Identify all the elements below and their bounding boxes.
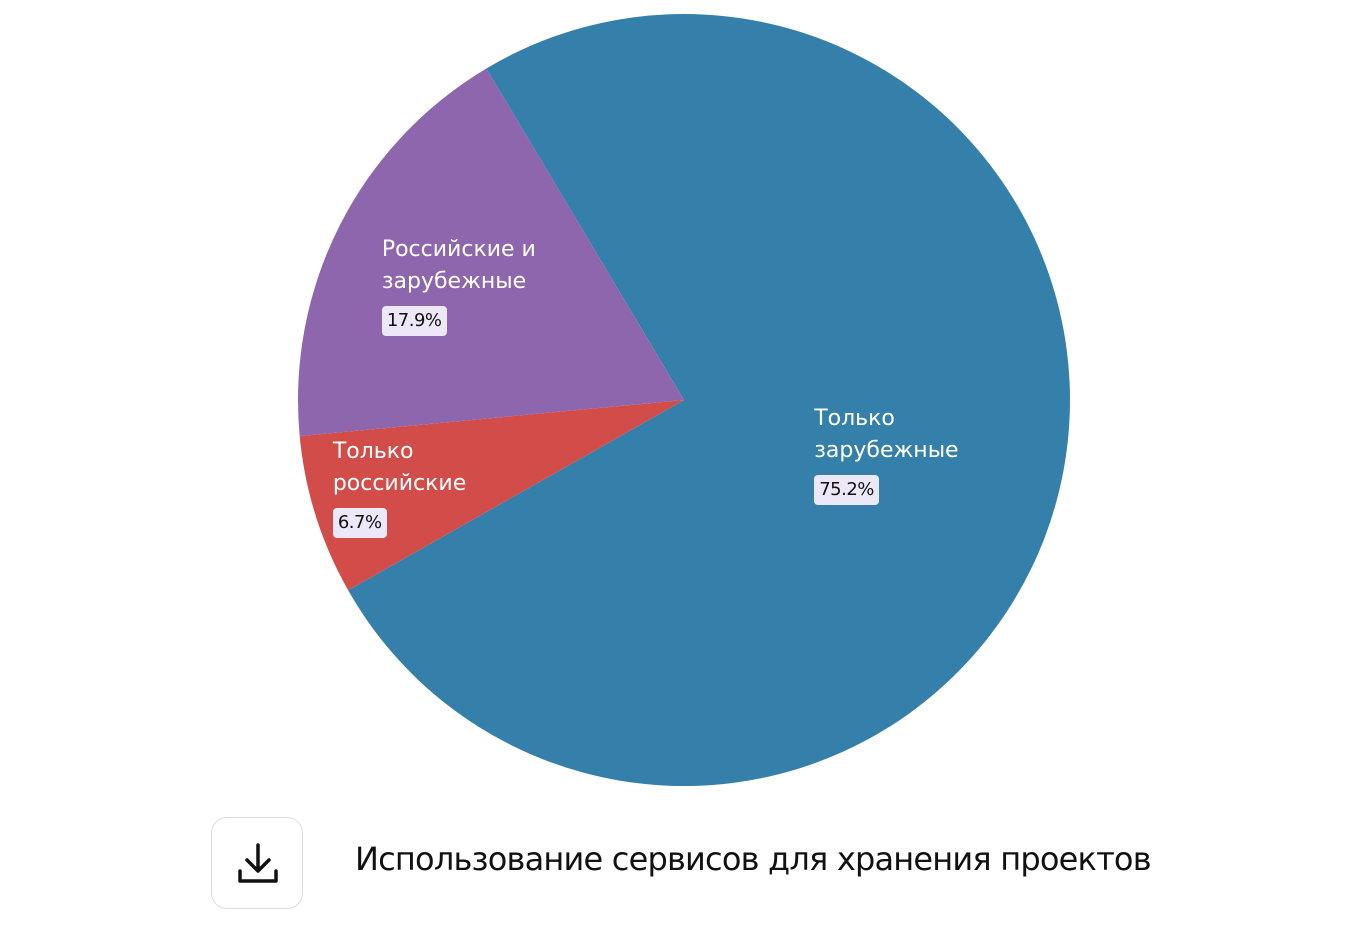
- download-button[interactable]: [211, 817, 303, 909]
- slice-label: Только российские 6.7%: [332, 436, 503, 538]
- chart: [298, 13, 1070, 786]
- value-label: 6.7%: [332, 507, 387, 538]
- value-label: 17.9%: [381, 305, 447, 336]
- slice-name: Только зарубежные: [814, 406, 959, 464]
- chart-title: Использование сервисов для хранения прое…: [355, 840, 1152, 878]
- slice-label: Российские и зарубежные 17.9%: [381, 234, 552, 336]
- download-icon: [238, 843, 278, 883]
- pie-slice: [299, 400, 684, 591]
- value-label: 75.2%: [814, 475, 879, 506]
- pie-slice: [298, 68, 684, 437]
- pie-slice: [348, 13, 1070, 786]
- slice-label: Только зарубежные 75.2%: [814, 403, 984, 506]
- slice-name: Российские и зарубежные: [381, 236, 536, 294]
- slice-name: Только российские: [332, 438, 467, 496]
